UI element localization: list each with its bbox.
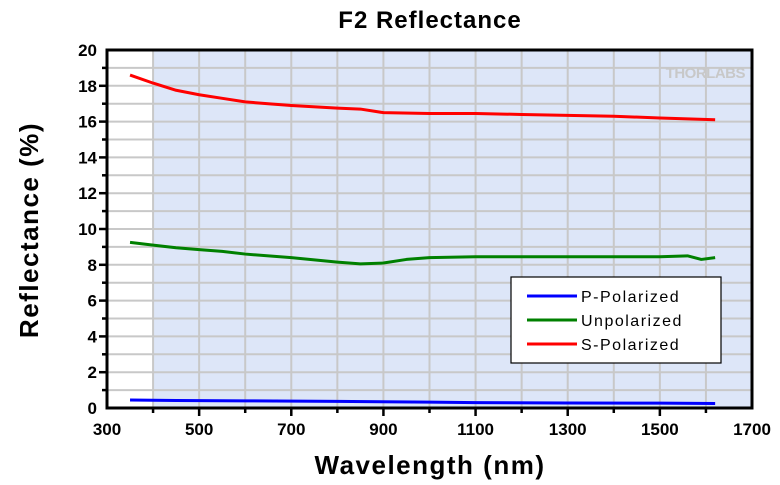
legend: P-Polarized Unpolarized S-Polarized (510, 276, 722, 364)
y-tick-label: 2 (88, 363, 97, 382)
y-tick-label: 8 (88, 256, 97, 275)
x-tick-label: 700 (277, 420, 305, 439)
legend-label: Unpolarized (581, 313, 683, 330)
chart-title: F2 Reflectance (338, 7, 521, 34)
series-line-s-polarized (129, 73, 716, 122)
y-tick-label: 0 (88, 399, 97, 418)
y-axis-label: Reflectance (%) (14, 122, 44, 338)
series-lines (129, 73, 716, 406)
y-tick-label: 10 (78, 220, 97, 239)
thorlabs-watermark: THORLABS (666, 65, 746, 82)
x-tick-label: 1100 (457, 420, 494, 439)
x-tick-label: 1700 (733, 420, 771, 439)
legend-label: S-Polarized (581, 337, 680, 354)
series-line-unpolarized (129, 240, 716, 266)
x-tick-label: 500 (185, 420, 213, 439)
x-tick-label: 1500 (641, 420, 679, 439)
y-tick-label: 18 (78, 77, 97, 96)
series-line-p-polarized (130, 398, 716, 406)
x-tick-label: 1300 (549, 420, 587, 439)
y-tick-label: 14 (78, 148, 97, 167)
y-tick-label: 12 (78, 184, 97, 203)
x-axis-label: Wavelength (nm) (315, 450, 546, 480)
y-tick-label: 6 (88, 292, 97, 311)
x-tick-label: 300 (93, 420, 121, 439)
x-tick-label: 900 (369, 420, 397, 439)
y-tick-label: 16 (78, 113, 97, 132)
legend-label: P-Polarized (581, 289, 680, 306)
y-tick-label: 4 (88, 327, 98, 346)
y-tick-label: 20 (78, 41, 97, 60)
axis-ticks: 300 500 700 900 1100 1300 1500 1700 0 2 4 6 8 10 12 14 1… (78, 41, 771, 439)
